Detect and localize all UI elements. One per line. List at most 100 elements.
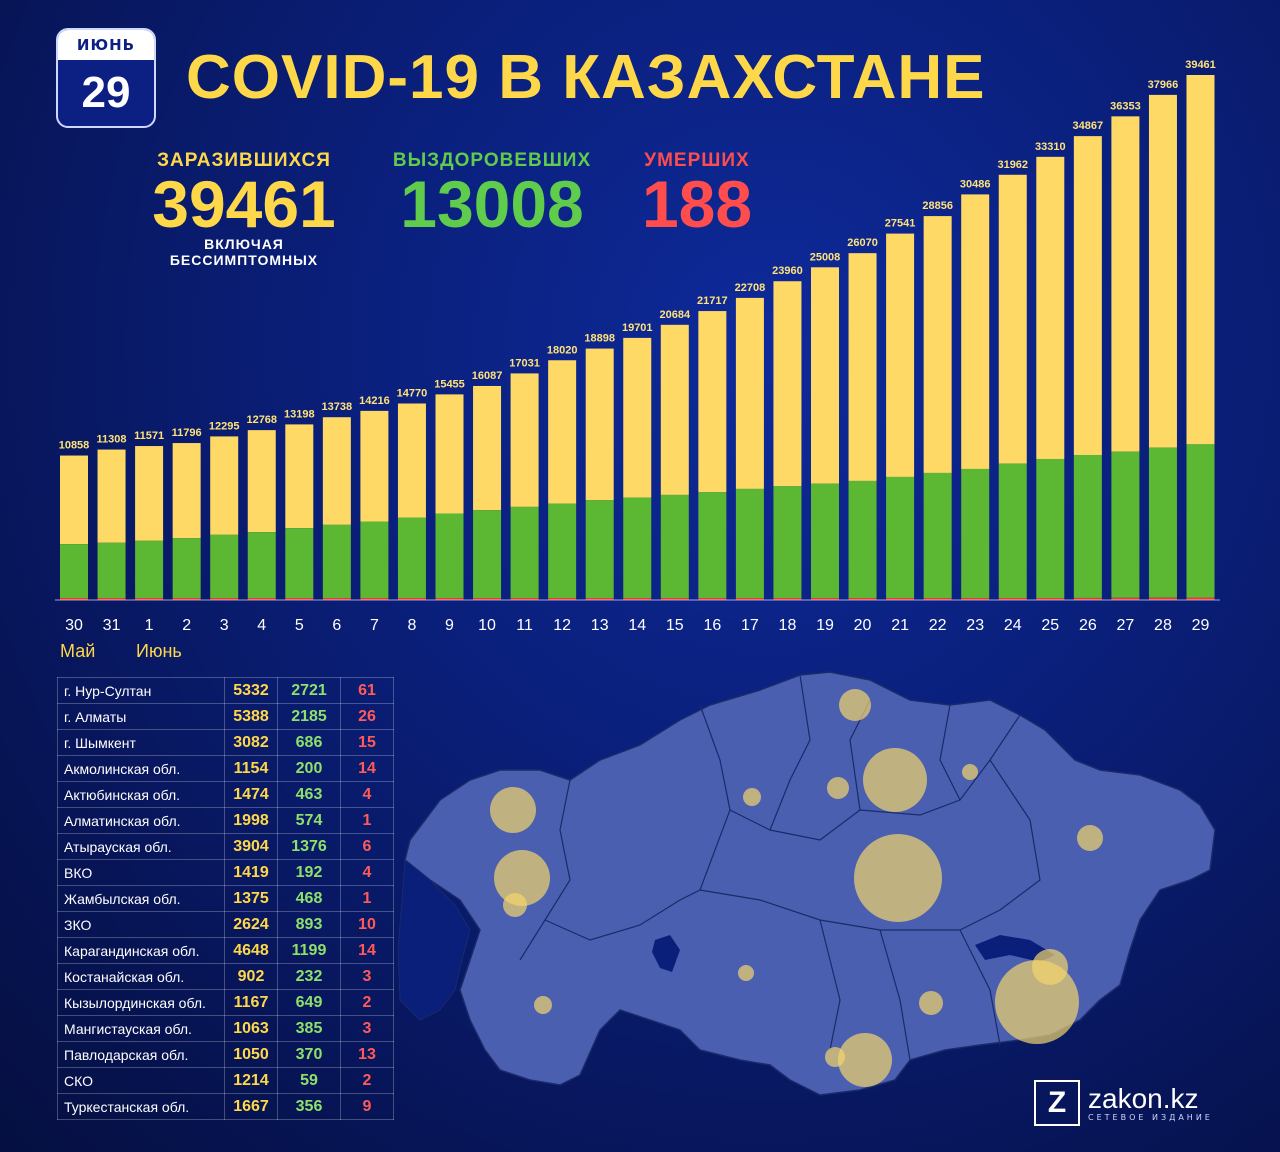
bar-infected	[135, 446, 164, 541]
month-label-may: Май	[60, 641, 95, 661]
x-tick-label: 12	[553, 617, 571, 634]
bar-recovered	[210, 534, 239, 598]
stat-recovered: ВЫЗДОРОВЕВШИХ 13008	[382, 150, 602, 241]
bar-deaths	[135, 598, 164, 600]
table-row: Жамбылская обл. 1375 468 1	[57, 885, 394, 912]
bar-deaths	[510, 598, 539, 600]
data-label: 12768	[246, 414, 277, 426]
bar-recovered	[247, 532, 276, 598]
bar-recovered	[585, 500, 614, 598]
bar-recovered	[97, 542, 126, 598]
bar-recovered	[510, 506, 539, 598]
region-name: г. Шымкент	[57, 729, 225, 756]
stat-infected-sub: ВКЛЮЧАЯ БЕССИМПТОМНЫХ	[169, 236, 319, 268]
bar-infected	[698, 311, 727, 493]
data-label: 18898	[584, 333, 615, 345]
region-infected: 5332	[224, 677, 278, 704]
table-row: г. Шымкент 3082 686 15	[57, 729, 394, 756]
data-label: 39461	[1185, 59, 1216, 71]
bubble-kostanay	[839, 689, 871, 721]
region-name: Алматинская обл.	[57, 807, 225, 834]
region-infected: 1419	[224, 859, 278, 886]
data-label: 11571	[134, 430, 164, 442]
bar-deaths	[660, 598, 689, 600]
bar-infected	[285, 424, 314, 529]
bubble-turkestan	[838, 1033, 892, 1087]
map-border-12	[959, 929, 1001, 1046]
region-infected: 1167	[224, 989, 278, 1016]
region-recovered: 574	[277, 807, 341, 834]
data-label: 33310	[1035, 141, 1066, 153]
region-deaths: 2	[340, 1067, 394, 1094]
region-infected: 1998	[224, 807, 278, 834]
map-border-3	[699, 704, 731, 891]
x-tick-label: 9	[445, 617, 454, 634]
data-label: 10858	[59, 440, 90, 452]
data-label: 14770	[397, 387, 428, 399]
region-recovered: 2721	[277, 677, 341, 704]
x-tick-label: 1	[145, 617, 154, 634]
map-border-4	[729, 714, 1021, 841]
bubble-pavlodar	[962, 764, 978, 780]
table-row: Туркестанская обл. 1667 356 9	[57, 1093, 394, 1120]
bar-deaths	[1148, 597, 1177, 600]
bar-infected	[322, 417, 351, 525]
bar-infected	[210, 436, 239, 535]
bar-deaths	[435, 598, 464, 600]
bar-deaths	[548, 598, 577, 600]
table-row: Акмолинская обл. 1154 200 14	[57, 755, 394, 782]
table-row: Мангистауская обл. 1063 385 3	[57, 1015, 394, 1042]
brand-logo: Z zakon.kz СЕТЕВОЕ ИЗДАНИЕ	[1034, 1080, 1213, 1126]
region-infected: 4648	[224, 937, 278, 964]
region-deaths: 15	[340, 729, 394, 756]
x-tick-label: 31	[103, 617, 121, 634]
region-deaths: 1	[340, 885, 394, 912]
bar-infected	[97, 449, 126, 543]
region-recovered: 1376	[277, 833, 341, 860]
table-row: Актюбинская обл. 1474 463 4	[57, 781, 394, 808]
bubble-aktobe	[490, 787, 536, 833]
data-label: 22708	[735, 282, 766, 294]
region-name: Мангистауская обл.	[57, 1015, 225, 1042]
bar-recovered	[1036, 458, 1065, 598]
x-tick-label: 18	[779, 617, 797, 634]
bar-deaths	[97, 598, 126, 600]
chart-bars	[60, 75, 1215, 600]
x-tick-label: 15	[666, 617, 684, 634]
data-label: 23960	[772, 265, 803, 277]
region-deaths: 1	[340, 807, 394, 834]
caspian-sea-shape	[397, 859, 471, 1021]
bar-recovered	[961, 468, 990, 598]
bar-infected	[510, 373, 539, 507]
bar-infected	[961, 194, 990, 469]
bar-recovered	[1111, 451, 1140, 598]
bar-infected	[735, 297, 764, 489]
bar-deaths	[848, 598, 877, 600]
stat-recovered-value: 13008	[400, 167, 584, 241]
region-name: Туркестанская обл.	[57, 1093, 225, 1120]
bar-infected	[585, 348, 614, 501]
bar-recovered	[1148, 447, 1177, 598]
calendar-badge: ИЮНЬ 29	[56, 28, 156, 128]
region-deaths: 4	[340, 781, 394, 808]
bar-recovered	[60, 544, 88, 598]
data-label: 14216	[359, 395, 390, 407]
region-recovered: 468	[277, 885, 341, 912]
bar-deaths	[961, 598, 990, 600]
region-recovered: 232	[277, 963, 341, 990]
region-infected: 1214	[224, 1067, 278, 1094]
map-border-2	[544, 889, 701, 941]
map-border-11	[879, 929, 911, 1061]
bar-infected	[1186, 75, 1215, 445]
x-tick-label: 4	[257, 617, 266, 634]
data-label: 30486	[960, 178, 991, 190]
x-tick-label: 25	[1041, 617, 1059, 634]
region-deaths: 13	[340, 1041, 394, 1068]
region-name: Актюбинская обл.	[57, 781, 225, 808]
bar-recovered	[322, 524, 351, 598]
region-infected: 902	[224, 963, 278, 990]
data-label: 11308	[97, 434, 127, 446]
data-label: 28856	[922, 200, 953, 212]
map-border-1	[519, 779, 571, 961]
